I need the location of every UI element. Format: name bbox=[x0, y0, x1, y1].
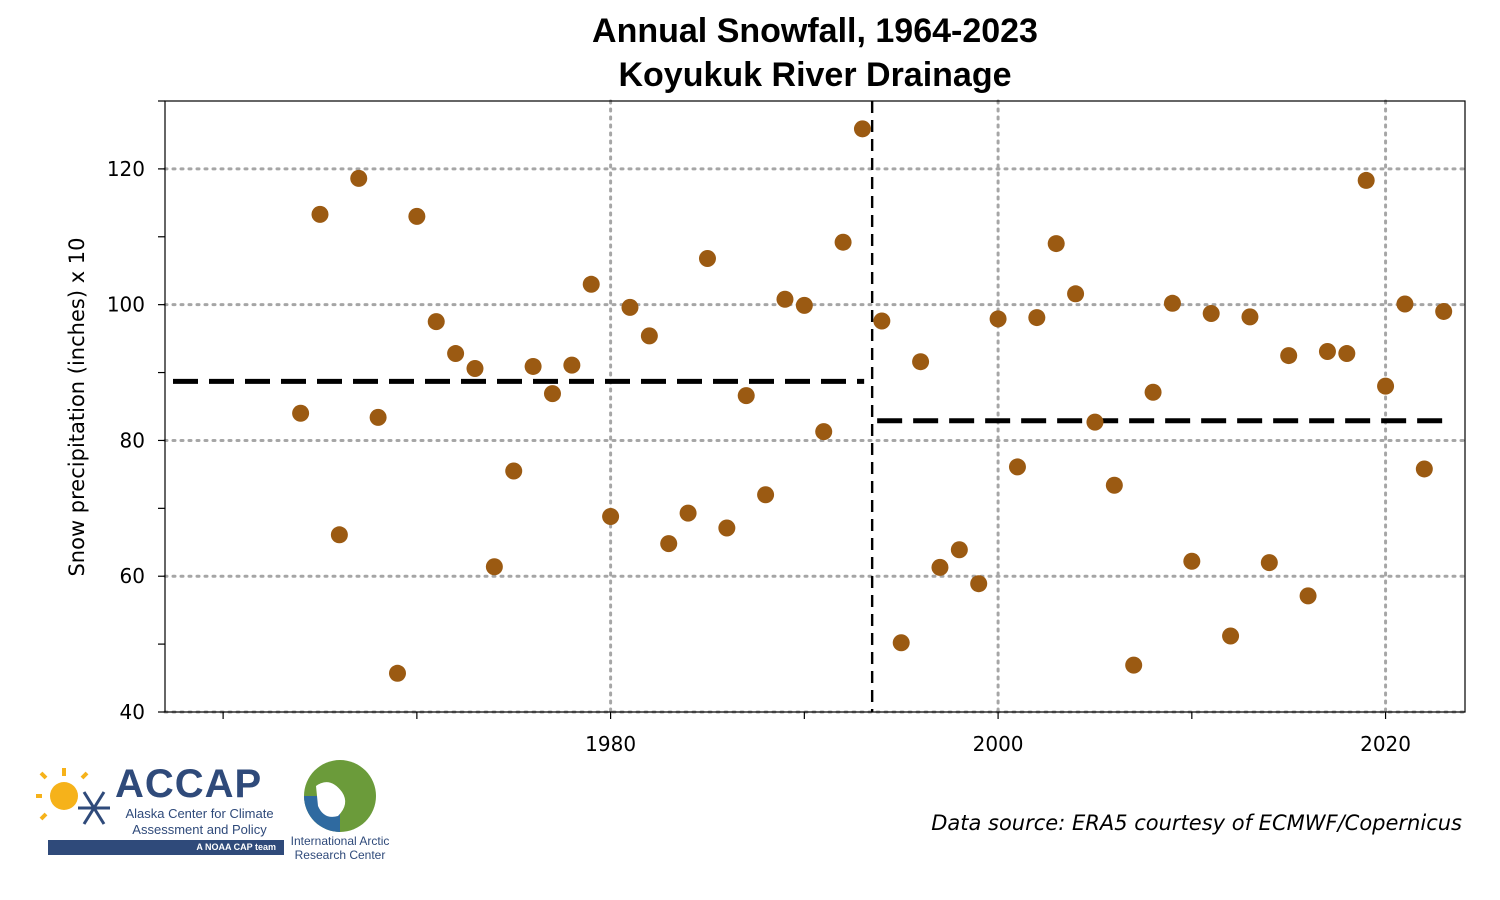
data-point bbox=[815, 423, 833, 441]
accap-wordmark: ACCAP bbox=[115, 762, 263, 806]
plot-frame bbox=[164, 100, 1466, 713]
data-point bbox=[311, 205, 329, 223]
data-point bbox=[1008, 458, 1026, 476]
accap-tagline: A NOAA CAP team bbox=[196, 842, 276, 852]
data-point bbox=[1357, 171, 1375, 189]
data-point bbox=[1318, 343, 1336, 361]
data-point bbox=[698, 250, 716, 268]
data-point bbox=[1028, 309, 1046, 327]
data-point bbox=[466, 359, 484, 377]
y-tick-label: 100 bbox=[107, 293, 145, 317]
data-point bbox=[1086, 413, 1104, 431]
data-point bbox=[834, 233, 852, 251]
data-point bbox=[350, 169, 368, 187]
iarc-logo: International Arctic Research Center bbox=[280, 756, 400, 866]
data-points bbox=[292, 120, 1453, 682]
sun-snowflake-icon bbox=[36, 768, 110, 825]
mean-lines bbox=[173, 101, 1450, 712]
data-point bbox=[1396, 295, 1414, 313]
data-source-note: Data source: ERA5 courtesy of ECMWF/Cope… bbox=[931, 811, 1462, 835]
data-point bbox=[970, 575, 988, 593]
accap-banner: A NOAA CAP team bbox=[48, 840, 284, 855]
data-point bbox=[524, 357, 542, 375]
data-point bbox=[292, 404, 310, 422]
x-tick-label: 2020 bbox=[1360, 732, 1411, 756]
y-tick-label: 80 bbox=[120, 428, 145, 452]
axes bbox=[158, 100, 1466, 719]
accap-subtitle-line1: Alaska Center for Climate bbox=[125, 806, 274, 821]
accap-subtitle: Alaska Center for Climate Assessment and… bbox=[112, 806, 287, 838]
data-point bbox=[1415, 460, 1433, 478]
data-point bbox=[505, 462, 523, 480]
data-point bbox=[950, 541, 968, 559]
data-point bbox=[1144, 383, 1162, 401]
data-point bbox=[1260, 554, 1278, 572]
data-point bbox=[737, 387, 755, 405]
accap-logo: ACCAP Alaska Center for Climate Assessme… bbox=[32, 762, 284, 857]
data-point bbox=[873, 312, 891, 330]
data-point bbox=[757, 486, 775, 504]
iarc-name-line1: International Arctic bbox=[290, 834, 390, 848]
data-point bbox=[1435, 302, 1453, 320]
y-tick-label: 120 bbox=[107, 157, 145, 181]
data-point bbox=[1377, 377, 1395, 395]
data-point bbox=[892, 634, 910, 652]
data-point bbox=[1241, 308, 1259, 326]
data-point bbox=[330, 526, 348, 544]
data-point bbox=[563, 356, 581, 374]
data-point bbox=[989, 310, 1007, 328]
chart-title-line2: Koyukuk River Drainage bbox=[618, 56, 1012, 94]
data-point bbox=[543, 385, 561, 403]
y-tick-label: 40 bbox=[120, 700, 145, 724]
data-point bbox=[853, 120, 871, 138]
data-point bbox=[485, 558, 503, 576]
data-point bbox=[621, 298, 639, 316]
data-point bbox=[1222, 627, 1240, 645]
data-point bbox=[931, 558, 949, 576]
data-point bbox=[1280, 347, 1298, 365]
data-point bbox=[1299, 587, 1317, 605]
data-point bbox=[582, 275, 600, 293]
data-point bbox=[369, 408, 387, 426]
data-point bbox=[776, 290, 794, 308]
data-point bbox=[640, 327, 658, 345]
data-point bbox=[1125, 656, 1143, 674]
data-point bbox=[408, 207, 426, 225]
data-point bbox=[679, 504, 697, 522]
data-point bbox=[795, 296, 813, 314]
y-axis-label: Snow precipitation (inches) x 10 bbox=[65, 237, 89, 576]
data-point bbox=[912, 353, 930, 371]
data-point bbox=[1183, 552, 1201, 570]
data-point bbox=[1202, 304, 1220, 322]
data-point bbox=[602, 507, 620, 525]
accap-subtitle-line2: Assessment and Policy bbox=[132, 822, 267, 837]
data-point bbox=[1163, 294, 1181, 312]
data-point bbox=[1105, 476, 1123, 494]
x-tick-label: 2000 bbox=[973, 732, 1024, 756]
tick-labels: 1980 2000 2020 40 60 80 100 120 bbox=[107, 157, 1411, 756]
iarc-name-line2: Research Center bbox=[294, 848, 386, 862]
grid-lines bbox=[163, 99, 1467, 714]
data-point bbox=[718, 519, 736, 537]
data-point bbox=[388, 664, 406, 682]
data-point bbox=[1047, 235, 1065, 253]
y-tick-label: 60 bbox=[120, 564, 145, 588]
x-tick-label: 1980 bbox=[585, 732, 636, 756]
iarc-name: International Arctic Research Center bbox=[280, 834, 400, 862]
data-point bbox=[447, 345, 465, 363]
data-point bbox=[1338, 345, 1356, 363]
data-point bbox=[427, 313, 445, 331]
chart-title-line1: Annual Snowfall, 1964-2023 bbox=[592, 12, 1038, 50]
data-point bbox=[1067, 285, 1085, 303]
data-point bbox=[660, 535, 678, 553]
globe-icon bbox=[304, 760, 376, 832]
